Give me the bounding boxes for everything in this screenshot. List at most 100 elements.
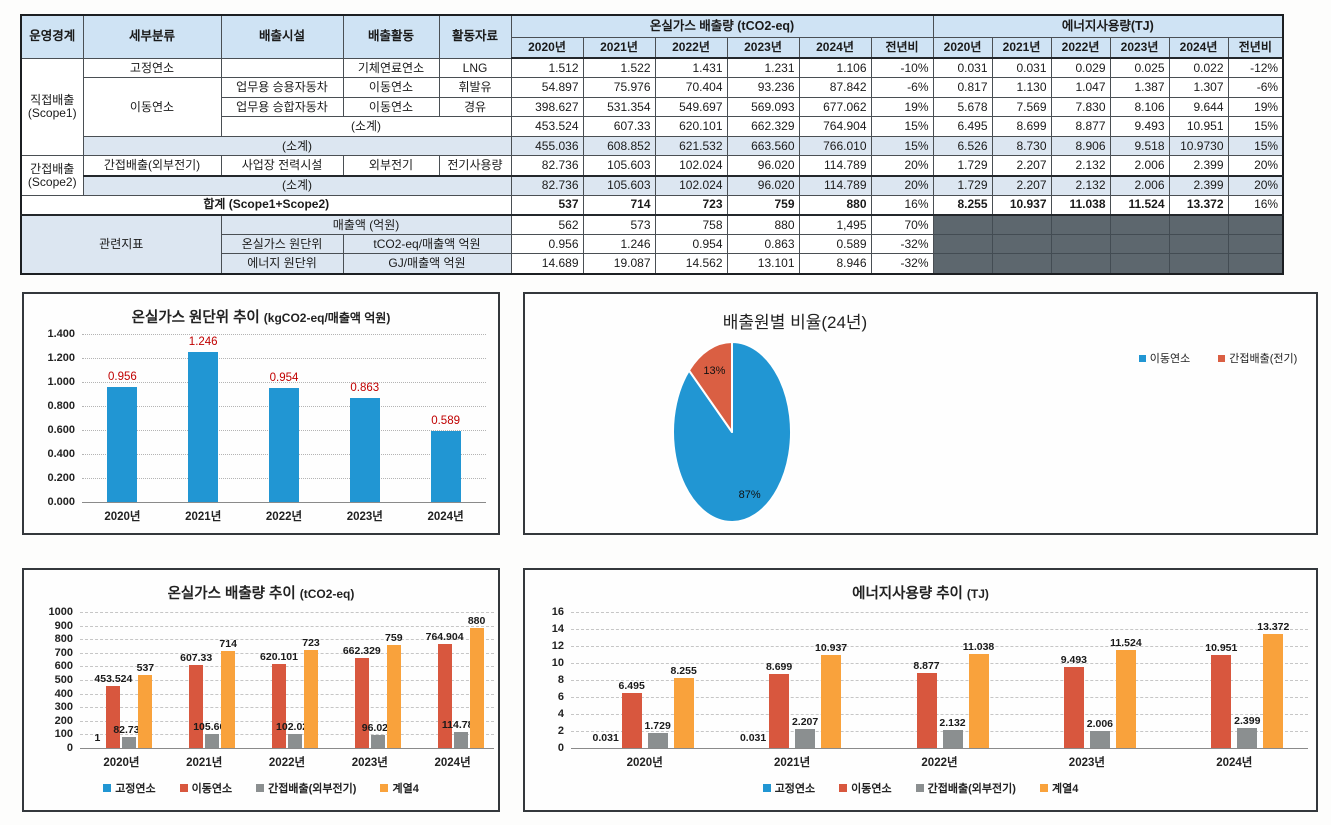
legend-label: 고정연소 bbox=[774, 783, 816, 795]
table-cell: 758 bbox=[654, 214, 728, 235]
y-axis-tick-label: 0 bbox=[557, 742, 564, 754]
x-axis-tick-label: 2023년 bbox=[351, 757, 388, 769]
legend-swatch bbox=[1039, 784, 1048, 792]
table-cell: 9.493 bbox=[1109, 116, 1170, 137]
x-axis-tick-label: 2022년 bbox=[921, 757, 958, 769]
table-cell: GJ/매출액 억원 bbox=[342, 253, 512, 275]
table-cell: 114.789 bbox=[798, 174, 872, 196]
table-cell: 이동연소 bbox=[342, 96, 440, 118]
legend-swatch bbox=[380, 784, 389, 792]
table-cell: 93.236 bbox=[726, 77, 800, 98]
table-cell: 1.387 bbox=[1109, 77, 1170, 98]
table-cell bbox=[1109, 214, 1170, 235]
table-cell bbox=[991, 233, 1052, 255]
table-cell: 8.255 bbox=[932, 194, 993, 216]
bar-value-label: 9.493 bbox=[1060, 654, 1088, 667]
table-cell bbox=[991, 214, 1052, 235]
x-axis-tick-label: 2020년 bbox=[103, 757, 140, 769]
table-cell: 75.976 bbox=[582, 77, 656, 98]
table-cell: 13.372 bbox=[1168, 194, 1229, 216]
gridline bbox=[80, 625, 494, 627]
table-cell: 0.589 bbox=[798, 233, 872, 255]
table-cell: 7.569 bbox=[991, 96, 1052, 118]
x-axis-tick-label: 2024년 bbox=[434, 757, 471, 769]
gridline bbox=[80, 612, 494, 613]
pie-slice-label: 13% bbox=[703, 365, 725, 377]
table-cell: 96.020 bbox=[726, 174, 800, 196]
table-cell: 간접배출 (Scope2) bbox=[20, 155, 84, 196]
table-cell: 2024년 bbox=[798, 36, 872, 59]
legend-swatch bbox=[179, 784, 188, 792]
x-axis-line bbox=[80, 748, 494, 749]
bar-value-label: 723 bbox=[302, 636, 320, 649]
table-cell: 19% bbox=[1227, 96, 1284, 118]
x-axis-tick-label: 2022년 bbox=[268, 757, 306, 769]
legend-item: 이동연소 bbox=[179, 780, 232, 796]
bar bbox=[349, 398, 380, 502]
table-cell: 0.022 bbox=[1168, 57, 1229, 79]
gridline bbox=[571, 714, 1308, 715]
bar-value-label: 714 bbox=[219, 637, 237, 650]
x-axis-tick-label: 2021년 bbox=[185, 511, 222, 523]
chart-panel-energy-trend: 에너지사용량 추이 (TJ) 0 2 4 6 8 10 12 14 16 0.031 0.031 6.4… bbox=[523, 568, 1318, 812]
gridline bbox=[82, 358, 486, 359]
legend-item: 간접배출(외부전기) bbox=[256, 780, 356, 796]
bar bbox=[1237, 727, 1258, 748]
table-cell: 677.062 bbox=[798, 96, 872, 118]
bar-value-label: 1.246 bbox=[188, 336, 218, 349]
table-cell: 1.130 bbox=[991, 77, 1052, 98]
y-axis-tick-label: 14 bbox=[551, 623, 564, 635]
y-axis-tick-label: 0.600 bbox=[47, 424, 75, 436]
table-cell: 1.307 bbox=[1168, 77, 1229, 98]
table-cell: -32% bbox=[870, 233, 934, 255]
table-cell: 8.106 bbox=[1109, 96, 1170, 118]
table-cell: 9.644 bbox=[1168, 96, 1229, 118]
x-axis-tick-label: 2024년 bbox=[1216, 757, 1253, 769]
bar bbox=[795, 729, 816, 748]
table-cell: 0.863 bbox=[726, 233, 800, 255]
table-cell: 2.399 bbox=[1168, 155, 1229, 177]
table-cell: 매출액 (억원) bbox=[220, 214, 512, 235]
gridline bbox=[80, 680, 494, 681]
table-cell: 배출시설 bbox=[220, 14, 344, 59]
table-cell bbox=[1168, 253, 1229, 275]
table-cell: 714 bbox=[582, 194, 656, 216]
bar bbox=[821, 655, 842, 748]
bar-value-label: 620.101 bbox=[260, 650, 298, 663]
table-cell: 2.006 bbox=[1109, 174, 1170, 196]
table-cell: 이동연소 bbox=[342, 77, 440, 98]
bar-value-label: 537 bbox=[136, 661, 155, 674]
legend-swatch bbox=[839, 784, 848, 792]
bar bbox=[1263, 634, 1284, 748]
legend-swatch bbox=[256, 784, 265, 792]
table-cell: 569.093 bbox=[726, 96, 800, 118]
table-cell bbox=[932, 214, 993, 235]
gridline bbox=[80, 666, 494, 668]
table-cell bbox=[220, 57, 344, 79]
legend-label: 이동연소 bbox=[1149, 353, 1191, 365]
x-axis-tick-label: 2023년 bbox=[1068, 757, 1105, 769]
table-cell: 2020년 bbox=[510, 36, 584, 59]
table-cell: 2.207 bbox=[991, 174, 1052, 196]
table-cell: 활동자료 bbox=[438, 14, 512, 59]
bar bbox=[106, 686, 121, 748]
y-axis-tick-label: 4 bbox=[557, 708, 564, 720]
table-cell: 13.101 bbox=[726, 253, 800, 275]
chart-title: 에너지사용량 추이 (TJ) bbox=[525, 582, 1316, 603]
gridline bbox=[80, 693, 494, 695]
table-cell: 54.897 bbox=[510, 77, 584, 98]
table-cell: 전기사용량 bbox=[438, 155, 512, 177]
table-cell: 세부분류 bbox=[82, 14, 222, 59]
table-cell bbox=[1227, 214, 1284, 235]
chart-title-sub: (tCO2-eq) bbox=[299, 587, 355, 601]
chart-title-sub: (kgCO2-eq/매출액 억원) bbox=[263, 311, 391, 325]
table-cell: 15% bbox=[1227, 135, 1284, 157]
table-cell: 운영경계 bbox=[20, 14, 84, 59]
table-cell: 607.33 bbox=[582, 116, 656, 137]
bar-value-label: 11.038 bbox=[962, 641, 995, 654]
table-cell: 업무용 승용자동차 bbox=[220, 77, 344, 98]
y-axis-tick-label: 0 bbox=[66, 742, 73, 754]
table-cell: 87.842 bbox=[798, 77, 872, 98]
legend-label: 이동연소 bbox=[851, 783, 892, 795]
y-axis-tick-label: 100 bbox=[54, 728, 73, 741]
